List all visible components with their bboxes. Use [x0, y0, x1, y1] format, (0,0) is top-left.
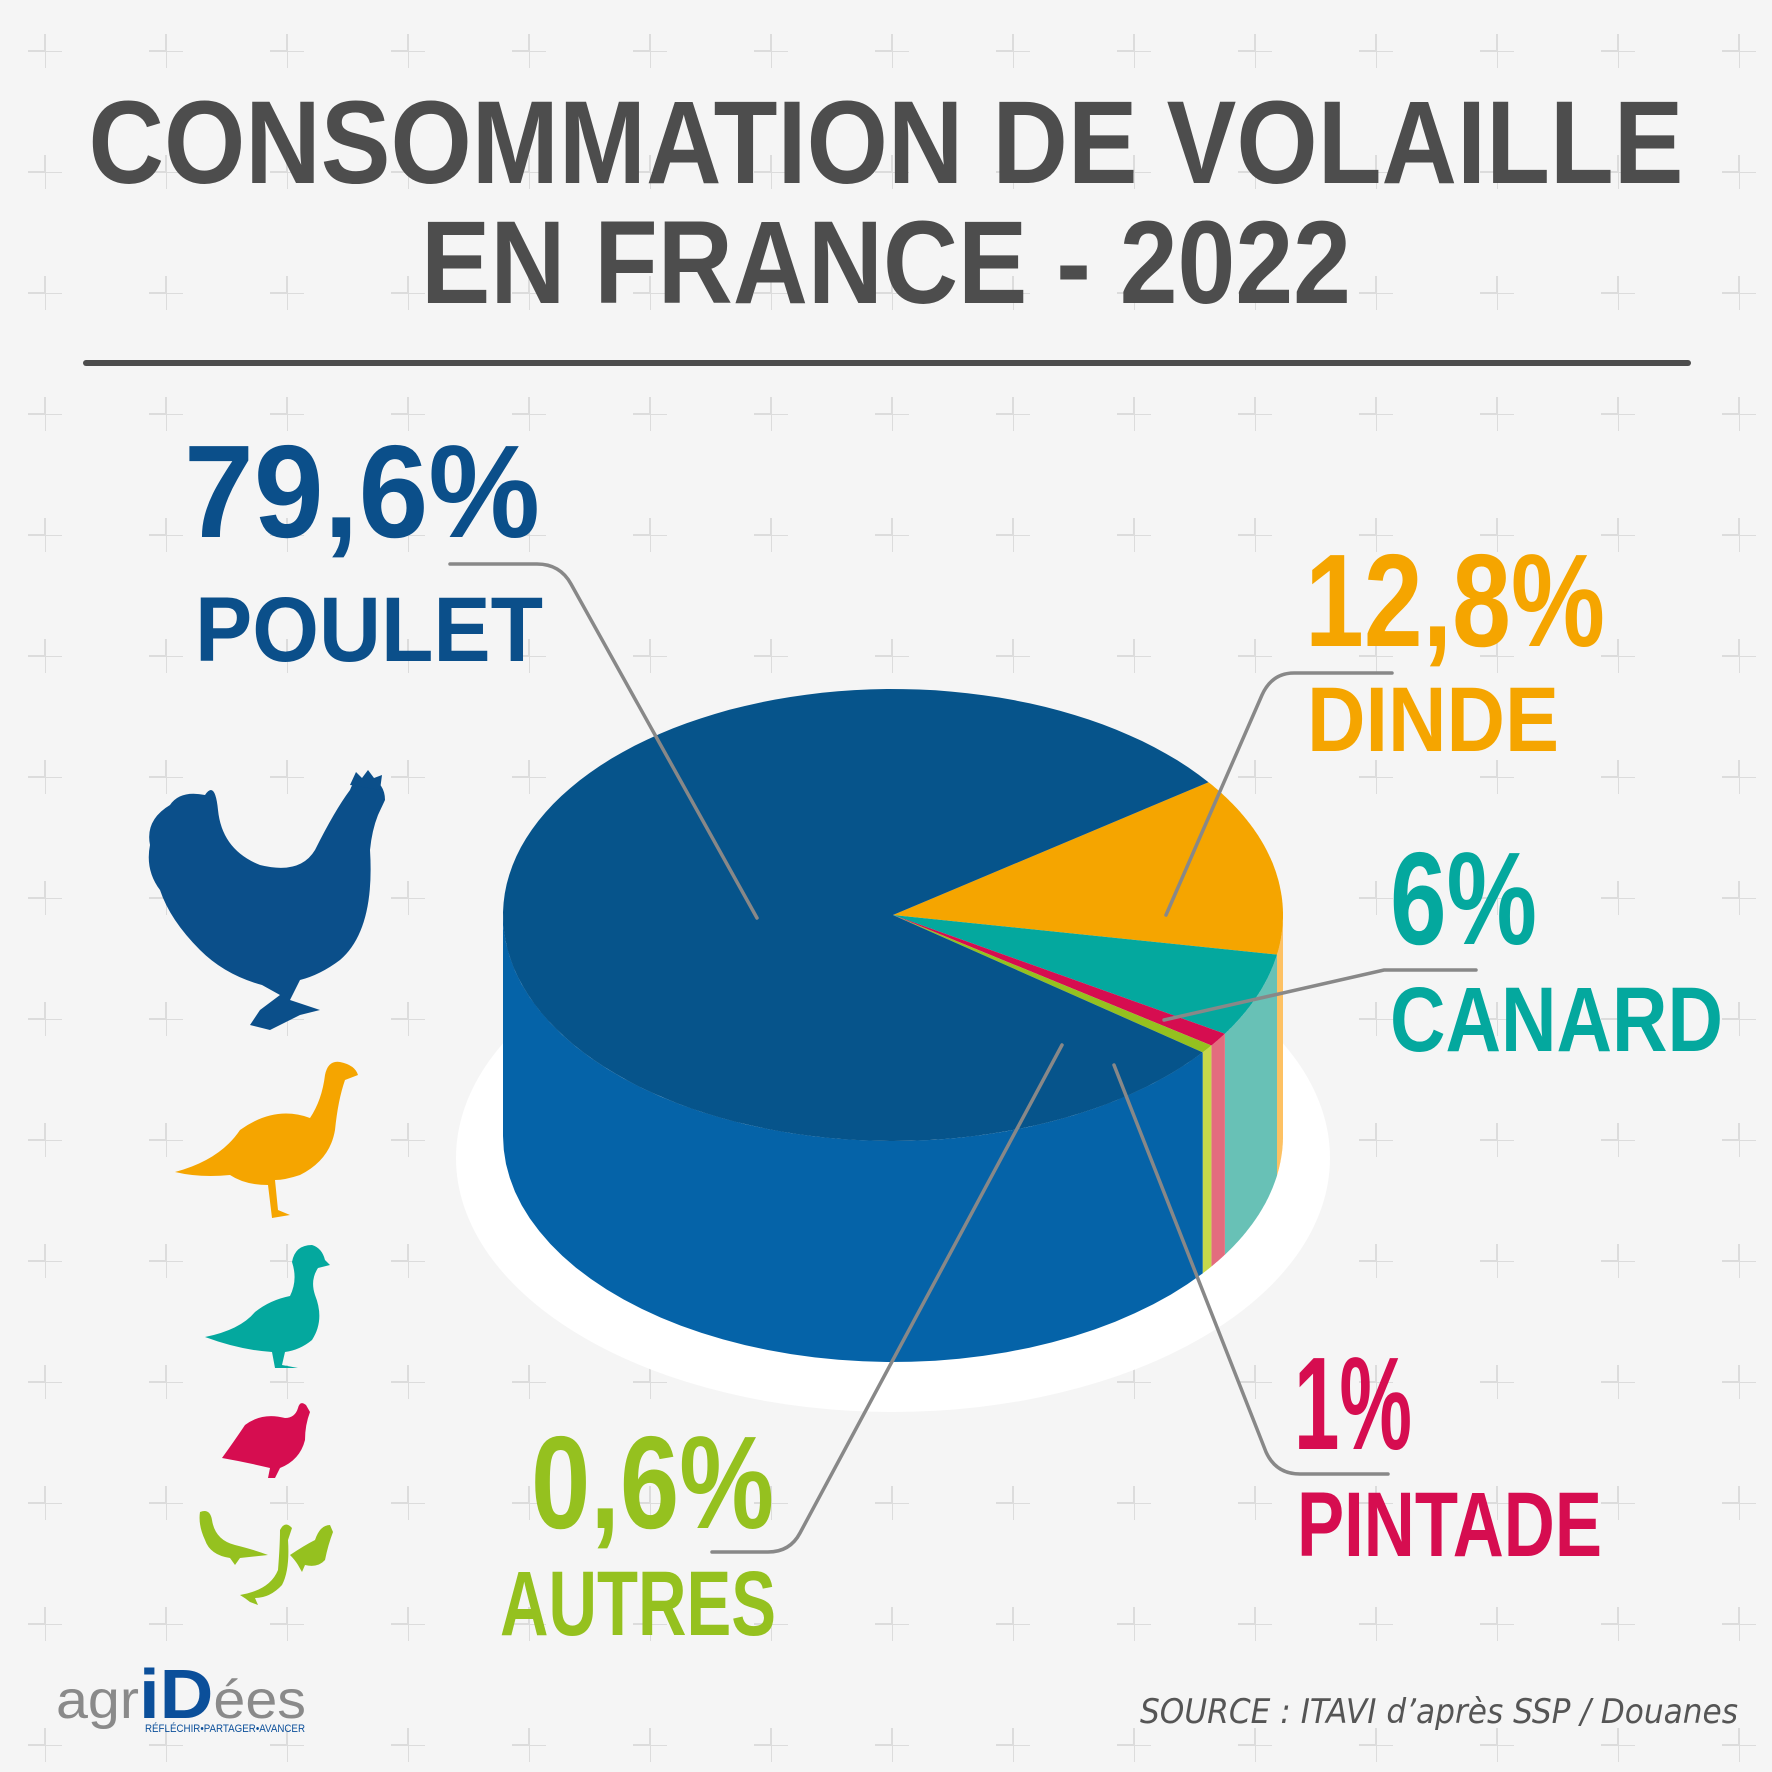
title-line-2: EN FRANCE - 2022: [421, 197, 1351, 329]
pie-side-dinde: [1277, 915, 1283, 1176]
category-label-poulet: POULET: [195, 579, 543, 681]
chicken-icon: [148, 770, 385, 1030]
agridees-logo: agriDées RÉFLÉCHIR•PARTAGER•AVANCER: [56, 1655, 306, 1735]
logo-tagline: RÉFLÉCHIR•PARTAGER•AVANCER: [145, 1722, 305, 1735]
leader-line-dinde: [1164, 671, 1394, 917]
category-label-canard: CANARD: [1390, 969, 1723, 1071]
pie-side-poulet: [503, 915, 1203, 1362]
duck-icon: [205, 1245, 330, 1368]
pie-side-canard: [1224, 954, 1277, 1255]
pie-side-autres: [1202, 1045, 1212, 1274]
source-note: SOURCE : ITAVI d’après SSP / Douanes: [1140, 1692, 1738, 1732]
logo-text-id: iD: [139, 1655, 213, 1733]
turkey-icon: [175, 1061, 358, 1218]
value-label-canard: 6%: [1390, 825, 1537, 972]
pie-slice-poulet: [503, 689, 1209, 1141]
title-line-1: CONSOMMATION DE VOLAILLE: [89, 77, 1684, 209]
other-poultry-icon: [199, 1511, 333, 1605]
value-label-dinde: 12,8%: [1305, 527, 1605, 674]
pie-slice-dinde: [893, 782, 1283, 955]
leader-line-autres: [710, 1043, 1064, 1554]
value-label-autres: 0,6%: [531, 1409, 774, 1556]
pie-slice-pintade: [893, 915, 1225, 1046]
svg-text:agriDées: agriDées: [56, 1655, 306, 1733]
leader-line-pintade: [1112, 1063, 1390, 1476]
guinea-fowl-icon: [222, 1403, 310, 1478]
pie-side-pintade: [1211, 1033, 1225, 1267]
pie-slice-autres: [893, 915, 1212, 1053]
category-label-autres: AUTRES: [500, 1553, 776, 1655]
category-label-dinde: DINDE: [1307, 669, 1559, 771]
leader-line-canard: [1162, 968, 1478, 1022]
pie-chart: [503, 689, 1283, 1362]
value-label-pintade: 1%: [1294, 1330, 1412, 1477]
logo-text-ees: ées: [213, 1670, 306, 1730]
category-label-pintade: PINTADE: [1297, 1474, 1602, 1576]
leader-line-poulet: [448, 562, 759, 920]
pie-slice-canard: [893, 915, 1277, 1034]
value-label-poulet: 79,6%: [184, 418, 540, 565]
logo-text-agr: agr: [56, 1670, 139, 1730]
